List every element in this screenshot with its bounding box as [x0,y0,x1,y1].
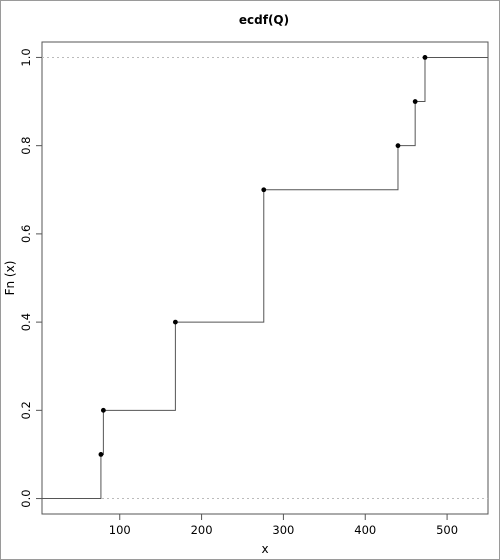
x-tick-label-0: 100 [109,523,131,537]
ecdf-point-3 [261,187,267,193]
ecdf-step-path [42,56,488,500]
x-tick-label-2: 300 [272,523,294,537]
plot-area [41,41,489,515]
y-tick-label-2: 0.4 [19,313,33,331]
y-tick-label-3: 0.6 [19,225,33,243]
reference-lines [42,56,488,500]
ecdf-point-6 [422,55,428,60]
x-tick-label-3: 400 [354,523,376,537]
x-axis: 100 200 300 400 500 [109,514,458,537]
ecdf-point-0 [98,452,104,457]
ecdf-step-line [42,56,488,500]
y-tick-label-1: 0.2 [19,401,33,419]
chart-title: ecdf(Q) [239,13,289,27]
ecdf-point-2 [172,319,178,325]
ecdf-point-1 [100,407,106,413]
x-tick-label-4: 500 [436,523,458,537]
ecdf-points [98,55,428,457]
y-tick-label-5: 1.0 [19,48,33,66]
x-tick-label-1: 200 [191,523,213,537]
y-axis-label: Fn (x) [3,261,17,296]
y-axis: 0.0 0.2 0.4 0.6 0.8 1.0 [19,48,42,508]
ecdf-point-5 [412,99,418,104]
x-axis-label: x [261,542,268,556]
y-tick-label-0: 0.0 [19,489,33,507]
y-tick-label-4: 0.8 [19,137,33,155]
ecdf-point-4 [395,143,401,149]
